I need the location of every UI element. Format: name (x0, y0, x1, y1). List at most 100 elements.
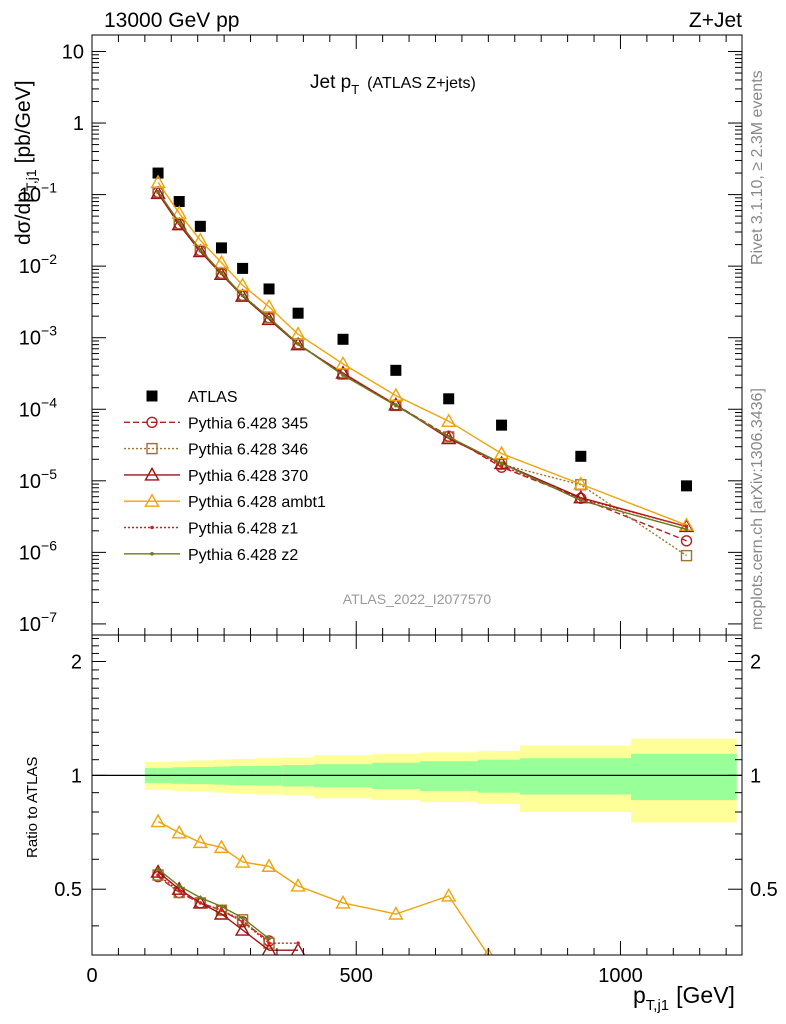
y-tick-label: 10−6 (19, 537, 57, 564)
data-point-pythia-6-428-ambt1 (290, 326, 306, 340)
data-point-pythia-6-428-370 (441, 430, 457, 445)
ratio-point-pythia-6-428-370 (261, 942, 277, 955)
uncertainty-band-inner (419, 761, 478, 791)
y-tick-label: 10−7 (19, 609, 57, 636)
legend-item-pythia-6-428-z2: Pythia 6.428 z2 (124, 547, 298, 564)
data-point-pythia-6-428-370 (171, 216, 187, 231)
ratio-point-pythia-6-428-ambt1 (388, 906, 404, 920)
ratio-point-pythia-6-428-z1 (198, 901, 203, 905)
data-point-pythia-6-428-z2 (499, 461, 504, 466)
ratio-point-pythia-6-428-ambt1 (213, 839, 230, 854)
legend-label: Pythia 6.428 z2 (188, 547, 298, 564)
ratio-point-pythia-6-428-z1 (177, 889, 181, 893)
data-point-pythia-6-428-ambt1 (150, 174, 166, 189)
ratio-point-pythia-6-428-z1 (219, 908, 224, 913)
legend-marker (146, 390, 158, 402)
x-tick-label: 500 (340, 965, 373, 987)
data-point-pythia-6-428-ambt1 (335, 356, 351, 370)
ratio-series-pythia-6-428-z1 (156, 873, 300, 945)
main-axes: 10−7 10−6 10−5 10−4 10−3 10−2 10−1 1 10 (19, 35, 742, 636)
data-point-atlas (390, 364, 402, 376)
data-point-pythia-6-428-z2 (341, 373, 345, 377)
main-title: Jet pT (ATLAS Z+jets) (310, 72, 476, 97)
legend-label: Pythia 6.428 z1 (188, 521, 298, 538)
series-pythia-6-428-z2 (156, 189, 689, 532)
legend-item-pythia-6-428-ambt1: Pythia 6.428 ambt1 (124, 493, 326, 511)
legend-label: Pythia 6.428 345 (188, 415, 308, 432)
ratio-y-tick-label-right: 2 (750, 651, 761, 673)
x-tick-label: 1000 (598, 965, 643, 987)
data-point-pythia-6-428-ambt1 (441, 413, 457, 427)
ratio-xlabel: pT,j1 [GeV] (633, 982, 735, 1014)
data-point-pythia-6-428-ambt1 (388, 387, 404, 402)
ratio-frame (91, 634, 743, 956)
header-right: Z+Jet (689, 9, 742, 32)
ratio-point-pythia-6-428-ambt1 (171, 824, 187, 839)
ratio-point-pythia-6-428-z2 (240, 916, 245, 920)
ratio-y-tick-label: 0.5 (54, 879, 82, 901)
main-frame (91, 34, 743, 636)
data-point-pythia-6-428-370 (192, 243, 209, 258)
data-point-pythia-6-428-z1 (684, 524, 689, 529)
ratio-line-pythia-6-428-ambt1 (157, 820, 489, 955)
data-point-pythia-6-428-z2 (267, 315, 271, 320)
ratio-point-pythia-6-428-370 (192, 894, 209, 909)
data-point-pythia-6-428-z2 (177, 220, 181, 225)
data-point-pythia-6-428-370 (150, 185, 166, 200)
ratio-axes: 0.5 0.5 1 1 2 2 0 500 1000 (54, 635, 778, 987)
legend-item-pythia-6-428-345: Pythia 6.428 345 (124, 415, 308, 432)
ratio-point-pythia-6-428-ambt1 (192, 834, 209, 849)
data-point-atlas (215, 242, 227, 254)
ratio-point-pythia-6-428-z2 (219, 904, 224, 909)
data-point-pythia-6-428-370 (213, 266, 230, 280)
legend-marker (150, 552, 154, 556)
ratio-y-tick-label: 2 (71, 651, 82, 673)
series-line-pythia-6-428-ambt1 (157, 182, 687, 526)
data-point-atlas (337, 333, 349, 345)
main-ylabel: dσ/dpT,j1[pb/GeV] (12, 80, 39, 245)
data-point-pythia-6-428-z2 (156, 189, 160, 194)
data-point-pythia-6-428-z2 (198, 247, 203, 252)
legend-item-pythia-6-428-370: Pythia 6.428 370 (124, 466, 308, 485)
data-point-pythia-6-428-ambt1 (573, 476, 589, 490)
legend-marker (144, 466, 160, 481)
data-point-pythia-6-428-346 (680, 549, 693, 562)
data-point-pythia-6-428-370 (261, 311, 277, 326)
data-point-atlas (237, 262, 249, 274)
legend-label: Pythia 6.428 370 (188, 468, 308, 485)
ratio-y-tick-label: 1 (71, 765, 82, 787)
data-point-pythia-6-428-z2 (684, 527, 689, 532)
legend-marker (146, 442, 158, 455)
ratio-series-pythia-6-428-ambt1 (150, 813, 493, 955)
ratio-point-pythia-6-428-370 (234, 922, 251, 936)
mcplots-label: mcplots.cern.ch [arXiv:1306.3436] (749, 388, 766, 630)
ratio-point-pythia-6-428-z2 (156, 867, 160, 871)
y-tick-label: 10−3 (19, 323, 57, 350)
data-point-pythia-6-428-ambt1 (213, 254, 230, 269)
ratio-point-pythia-6-428-ambt1 (290, 878, 306, 892)
ratio-point-pythia-6-428-z1 (267, 941, 271, 945)
ratio-point-pythia-6-428-z2 (267, 936, 271, 941)
y-tick-label: 10−4 (19, 394, 57, 421)
uncertainty-band-inner (477, 759, 521, 793)
uncertainty-band-inner (520, 758, 632, 795)
data-point-atlas (173, 196, 185, 208)
data-point-pythia-6-428-346 (495, 458, 508, 471)
legend: ATLAS Pythia 6.428 345 Pythia 6.428 346 Pyt… (124, 389, 326, 564)
data-point-pythia-6-428-ambt1 (234, 277, 251, 291)
data-point-atlas (496, 419, 508, 431)
ratio-line-pythia-6-428-z2 (157, 868, 270, 940)
x-tick-label: 0 (86, 965, 97, 987)
ratio-point-pythia-6-428-ambt1 (483, 947, 493, 955)
legend-item-atlas: ATLAS (146, 389, 238, 406)
ratio-point-pythia-6-428-z1 (296, 941, 300, 945)
y-tick-label: 10−1 (19, 180, 57, 207)
data-point-atlas (263, 283, 275, 295)
data-point-pythia-6-428-z2 (394, 403, 398, 408)
data-point-pythia-6-428-z2 (296, 342, 300, 346)
ratio-point-pythia-6-428-z2 (177, 884, 181, 888)
ratio-point-pythia-6-428-ambt1 (441, 887, 457, 902)
ratio-point-pythia-6-428-ambt1 (335, 894, 351, 909)
ratio-point-pythia-6-428-ambt1 (150, 813, 166, 828)
